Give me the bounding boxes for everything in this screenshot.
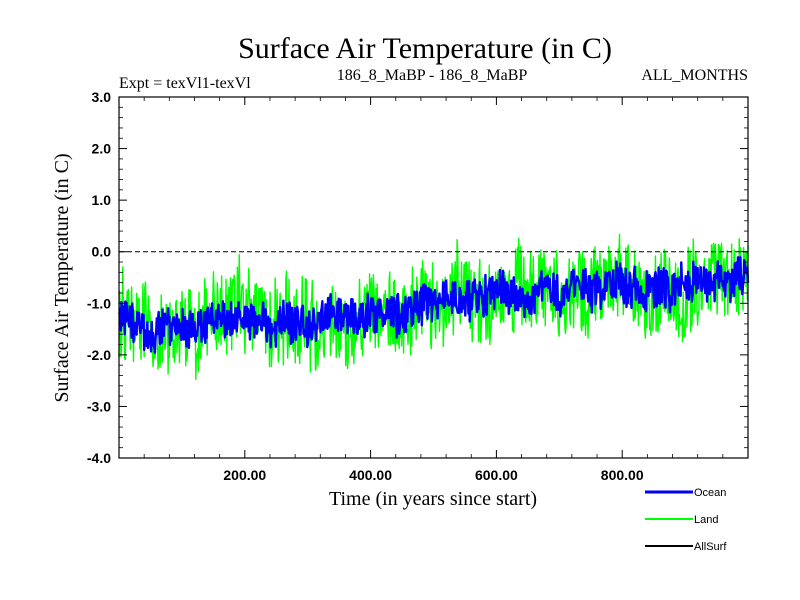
y-tick-label: 1.0	[92, 192, 112, 208]
x-axis-label: Time (in years since start)	[329, 488, 537, 510]
legend-label-land: Land	[694, 514, 718, 526]
subtitle-period: 186_8_MaBP - 186_8_MaBP	[337, 67, 528, 84]
chart-title: Surface Air Temperature (in C)	[238, 32, 612, 65]
x-tick-label: 800.00	[601, 467, 644, 483]
plot-frame	[118, 96, 749, 459]
subtitle-months: ALL_MONTHS	[641, 67, 748, 84]
y-axis-label: Surface Air Temperature (in C)	[51, 153, 73, 402]
legend-label-ocean: Ocean	[694, 487, 726, 499]
plot-data-layer	[117, 233, 750, 381]
x-tick-label: 200.00	[223, 467, 266, 483]
y-tick-label: 3.0	[92, 89, 112, 105]
axes-layer: -4.0 -3.0 -2.0 -1.0 0.0 1.0 2.0 3.0 200.00 400.00…	[87, 89, 749, 483]
x-tick-label: 400.00	[349, 467, 392, 483]
y-tick-label: -2.0	[87, 347, 111, 363]
y-tick-label: -1.0	[87, 295, 111, 311]
y-tick-label: -4.0	[87, 450, 111, 466]
y-tick-label: 2.0	[92, 141, 112, 157]
series-line-ocean	[117, 255, 750, 354]
subtitle-experiment: Expt = texVl1-texVl	[119, 75, 251, 92]
legend-label-allsurf: AllSurf	[694, 541, 727, 553]
legend: Ocean Land AllSurf	[645, 487, 727, 553]
y-tick-label: -3.0	[87, 398, 111, 414]
x-tick-label: 600.00	[475, 467, 518, 483]
y-tick-label: 0.0	[92, 244, 112, 260]
